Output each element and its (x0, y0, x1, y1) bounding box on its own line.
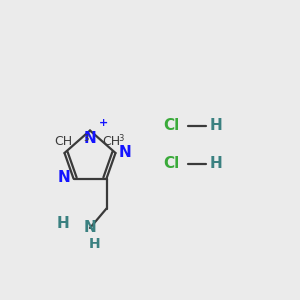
Text: CH: CH (102, 135, 120, 148)
Text: H: H (89, 238, 100, 251)
Text: N: N (119, 145, 132, 160)
Text: Cl: Cl (164, 118, 180, 134)
Text: H: H (56, 216, 69, 231)
Text: 3: 3 (83, 134, 89, 143)
Text: N: N (84, 131, 96, 146)
Text: H: H (210, 118, 223, 134)
Text: +: + (99, 118, 108, 128)
Text: H: H (210, 156, 223, 171)
Text: N: N (84, 220, 96, 236)
Text: 3: 3 (118, 134, 123, 143)
Text: N: N (57, 170, 70, 185)
Text: Cl: Cl (164, 156, 180, 171)
Text: CH: CH (54, 135, 72, 148)
